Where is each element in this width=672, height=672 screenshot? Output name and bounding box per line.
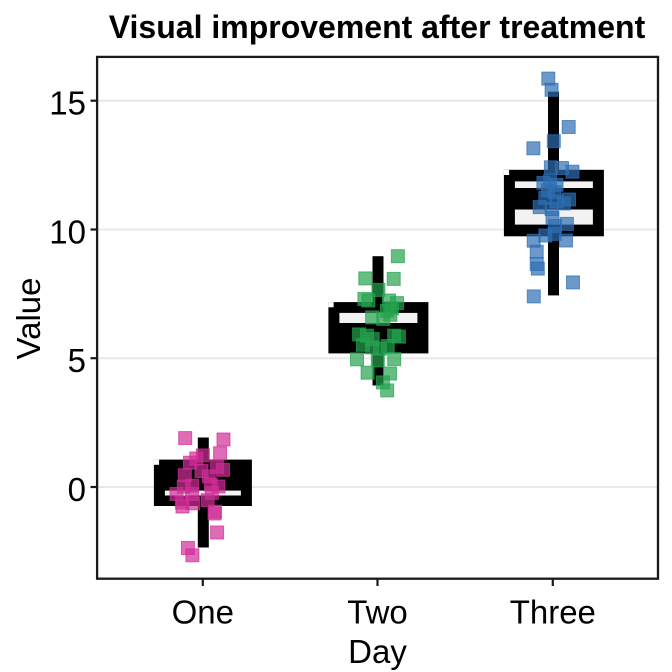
- svg-text:Visual improvement after treat: Visual improvement after treatment: [109, 9, 646, 45]
- svg-text:Three: Three: [510, 594, 596, 631]
- svg-text:Day: Day: [348, 633, 407, 670]
- svg-text:Two: Two: [347, 594, 408, 631]
- svg-text:0: 0: [68, 471, 86, 508]
- svg-text:15: 15: [49, 85, 86, 122]
- svg-text:Value: Value: [10, 278, 47, 360]
- svg-text:10: 10: [49, 213, 86, 250]
- svg-text:One: One: [172, 594, 234, 631]
- svg-text:5: 5: [68, 342, 86, 379]
